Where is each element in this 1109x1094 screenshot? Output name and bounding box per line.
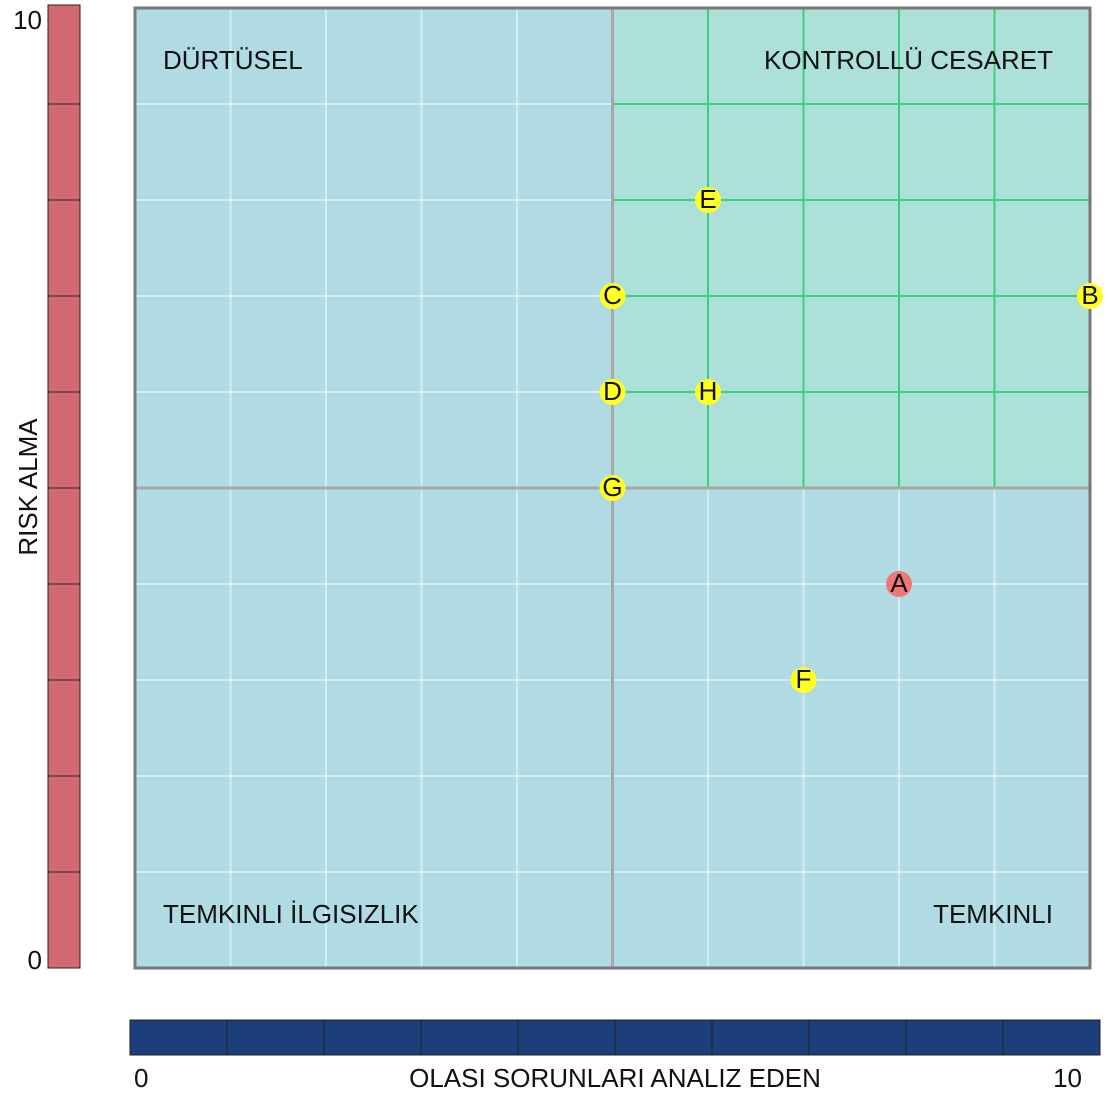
x-tick-label: 10 xyxy=(1053,1063,1082,1093)
x-tick-label: 0 xyxy=(134,1063,148,1093)
data-point xyxy=(790,667,817,693)
quadrant-label: TEMKINLI xyxy=(933,899,1053,929)
point-label: A xyxy=(890,568,908,598)
data-point xyxy=(599,379,626,405)
quadrant-label: TEMKINLI İLGISIZLIK xyxy=(163,899,419,929)
y-tick-label: 0 xyxy=(28,945,42,975)
x-axis-label: OLASI SORUNLARI ANALIZ EDEN xyxy=(409,1063,821,1093)
y-tick-label: 10 xyxy=(13,5,42,35)
point-label: G xyxy=(602,472,622,502)
point-label: H xyxy=(699,376,718,406)
data-point xyxy=(695,187,721,213)
y-axis-bar xyxy=(47,4,81,969)
point-label: F xyxy=(796,664,812,694)
point-label: D xyxy=(603,376,622,406)
data-point xyxy=(695,379,721,405)
highlight-quadrant xyxy=(612,8,1090,488)
data-point xyxy=(886,571,912,597)
data-point xyxy=(1077,283,1103,309)
point-label: B xyxy=(1081,280,1098,310)
point-label: E xyxy=(699,184,716,214)
y-axis-label: RISK ALMA xyxy=(13,418,43,556)
quadrant-label: DÜRTÜSEL xyxy=(163,45,303,75)
quadrant-label: KONTROLLÜ CESARET xyxy=(764,45,1053,75)
data-point xyxy=(599,283,626,309)
data-point xyxy=(599,475,626,501)
plot-frame xyxy=(133,6,1092,970)
point-label: C xyxy=(603,280,622,310)
